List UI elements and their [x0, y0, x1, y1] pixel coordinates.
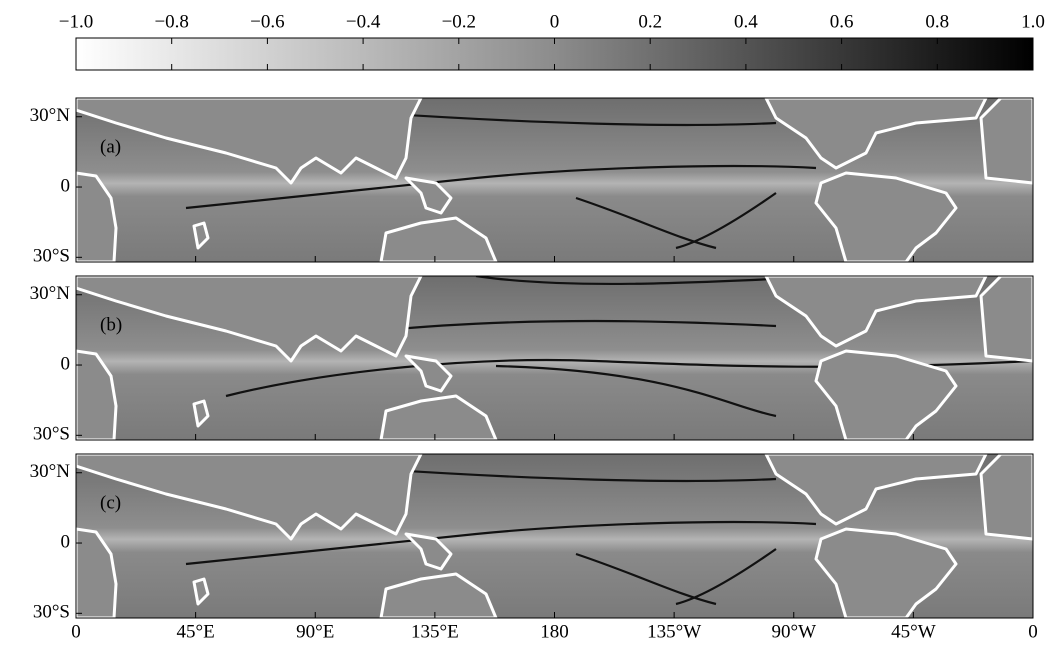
y-tick-label: 0 — [61, 353, 71, 374]
panel-label: (b) — [100, 314, 122, 335]
map-panel — [76, 454, 1033, 618]
y-tick-label: 30°N — [30, 461, 71, 482]
map-panel — [76, 98, 1033, 262]
y-tick-label: 30°S — [33, 246, 70, 267]
colorbar-tick-label: −0.6 — [250, 11, 284, 32]
x-tick-label: 45°W — [891, 621, 936, 642]
x-tick-label: 0 — [1028, 621, 1038, 642]
x-tick-label: 90°E — [296, 621, 334, 642]
x-tick-label: 135°E — [411, 621, 459, 642]
x-tick-label: 135°W — [647, 621, 701, 642]
y-tick-label: 0 — [61, 531, 71, 552]
y-tick-label: 30°S — [33, 424, 70, 445]
colorbar-tick-label: −0.2 — [442, 11, 476, 32]
colorbar-tick-label: 0.8 — [925, 11, 949, 32]
colorbar-tick-label: 0.6 — [830, 11, 854, 32]
x-tick-label: 0 — [71, 621, 81, 642]
colorbar-tick-label: −1.0 — [59, 11, 93, 32]
map-panel — [76, 276, 1033, 440]
colorbar-tick-label: 0 — [550, 11, 560, 32]
x-tick-label: 180 — [540, 621, 569, 642]
x-tick-label: 45°E — [177, 621, 215, 642]
colorbar-tick-label: 0.4 — [734, 11, 758, 32]
y-tick-label: 30°N — [30, 283, 71, 304]
y-tick-label: 0 — [61, 175, 71, 196]
y-tick-label: 30°N — [30, 105, 71, 126]
colorbar-tick-label: −0.4 — [346, 11, 381, 32]
colorbar-tick-label: 1.0 — [1021, 11, 1045, 32]
x-tick-label: 90°W — [771, 621, 816, 642]
y-tick-label: 30°S — [33, 602, 70, 623]
figure: −1.0 −0.8 −0.6 −0.4 −0.2 0 0.2 0.4 0.6 0.8 1.0 30°N… — [0, 0, 1048, 643]
colorbar-tick-label: −0.8 — [154, 11, 188, 32]
panel-label: (a) — [100, 136, 121, 157]
colorbar-tick-label: 0.2 — [638, 11, 662, 32]
panel-label: (c) — [100, 492, 121, 513]
